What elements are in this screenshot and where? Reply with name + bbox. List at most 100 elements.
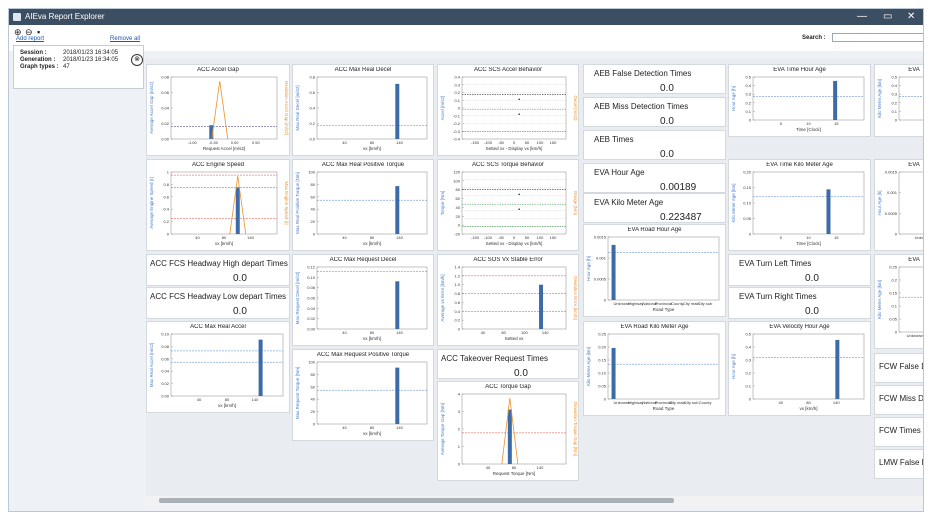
y2-axis-label: Decel [m/s2] bbox=[573, 95, 578, 120]
chart-title: EVA Time Hour Age bbox=[773, 67, 826, 73]
x-tick-label: 140 bbox=[252, 397, 259, 402]
chart-title: ACC Max Real Positive Torque bbox=[321, 162, 405, 168]
x-tick-label: 0 bbox=[513, 140, 516, 145]
chart-svg: 0.10 0.08 0.06 0.04 0.02 0.00 40 80 140 vx [km/h]… bbox=[149, 332, 284, 408]
y-tick-label: 0.8 bbox=[163, 182, 169, 187]
restore-button[interactable]: ▭ bbox=[883, 11, 893, 22]
data-bar bbox=[209, 125, 214, 139]
chart-eva-velocity-hour-age[interactable]: EVA Velocity Hour Age 0.5 0.4 0.3 0.2 0.1 0 40 8… bbox=[728, 321, 871, 416]
x-tick-label: 150 bbox=[550, 235, 557, 240]
y-tick-label: -20 bbox=[454, 232, 461, 237]
y-tick-label: 0 bbox=[458, 462, 461, 467]
chart-eva-time-km-age[interactable]: EVA Time Kilo Meter Age 0.20 0.15 0.10 0.05 0… bbox=[728, 159, 871, 251]
x-tick-label: 0 bbox=[513, 235, 516, 240]
chart-acc-max-real-decel[interactable]: ACC Max Real Decel 0.8 0.6 0.4 0.2 0.0 40 80 140… bbox=[292, 64, 434, 156]
scatter-point bbox=[518, 208, 520, 210]
chart-eva-partial-2[interactable]: EVA 0.0015 0.001 0.0005 0 Unknown Hour Age [h] bbox=[874, 159, 924, 251]
metric-lmw-false[interactable]: LMW False De bbox=[874, 449, 923, 479]
metric-acc-fcs-low[interactable]: ACC FCS Headway Low depart Times 0.0 bbox=[146, 287, 290, 319]
chart-title: EVA Time Kilo Meter Age bbox=[766, 162, 833, 168]
y-tick-label: 0.02 bbox=[161, 121, 170, 126]
horizontal-scrollbar[interactable] bbox=[146, 496, 923, 505]
x-tick-label: 80 bbox=[370, 330, 375, 335]
metric-aeb-times[interactable]: AEB Times 0.0 bbox=[583, 130, 726, 160]
x-tick-label: 40 bbox=[486, 465, 491, 470]
chart-title: EVA Road Hour Age bbox=[627, 227, 682, 233]
chart-eva-road-km-age[interactable]: EVA Road Kilo Meter Age 0.25 0.20 0.15 0.10 0… bbox=[583, 321, 726, 416]
metric-value: 0.0 bbox=[805, 306, 819, 317]
chart-acc-max-request-positive-torque[interactable]: ACC Max Request Positive Torque 100 80 60 40… bbox=[292, 349, 434, 441]
metric-eva-km-age[interactable]: EVA Kilo Meter Age 0.223487 bbox=[583, 193, 726, 223]
y-tick-label: 0.08 bbox=[307, 285, 316, 290]
y-axis-label: Average Accel Gap [m/s2] bbox=[149, 82, 154, 134]
y-axis-label: Average Engine Speed [r] bbox=[149, 177, 154, 228]
metric-aeb-miss-detection[interactable]: AEB Miss Detection Times 0.0 bbox=[583, 97, 726, 127]
minimize-button[interactable]: — bbox=[857, 11, 867, 22]
metric-acc-fcs-high[interactable]: ACC FCS Headway High depart Times 0.0 bbox=[146, 254, 290, 286]
generation-value: 2018/01/23 16:34:05 bbox=[63, 57, 119, 63]
y-tick-label: 20 bbox=[456, 214, 461, 219]
y-tick-label: 0.12 bbox=[307, 265, 316, 270]
x-tick-label: 100 bbox=[521, 330, 528, 335]
zoom-out-icon[interactable]: ⊖ bbox=[25, 27, 33, 37]
zoom-in-icon[interactable]: ⊕ bbox=[14, 27, 22, 37]
chart-acc-engine-speed[interactable]: ACC Engine Speed 1 0.8 0.6 0.4 0.2 0 40 80 140 vx … bbox=[146, 159, 290, 251]
chart-svg: 100 80 60 40 20 0 40 80 140 vx [km/h] Max Request … bbox=[295, 360, 428, 436]
data-bar bbox=[539, 284, 544, 329]
y-tick-label: 40 bbox=[311, 397, 316, 402]
metric-eva-turn-left[interactable]: EVA Turn Left Times 0.0 bbox=[728, 254, 871, 286]
y-tick-label: 0 bbox=[167, 232, 170, 237]
search-input[interactable] bbox=[832, 33, 923, 42]
y-tick-label: 0.2 bbox=[454, 318, 460, 323]
y-tick-label: 0.2 bbox=[745, 100, 751, 105]
chart-acc-torque-gap[interactable]: ACC Torque Gap 4 3 2 1 0 40 80 140 Request Torque… bbox=[437, 381, 579, 481]
session-panel[interactable]: Session : 2018/01/23 16:34:05 Generation … bbox=[13, 45, 144, 89]
y-axis-label: Max Real Accel [m/s2] bbox=[149, 343, 154, 388]
graph-types-label: Graph types : bbox=[20, 64, 59, 70]
chart-acc-max-real-accel[interactable]: ACC Max Real Accel 0.10 0.08 0.06 0.04 0.02 0.… bbox=[146, 321, 290, 413]
y-tick-label: 0 bbox=[749, 118, 752, 123]
x-tick-label: 150 bbox=[550, 140, 557, 145]
y-tick-label: 0.06 bbox=[161, 90, 170, 95]
chart-title: EVA Velocity Hour Age bbox=[769, 324, 830, 330]
metric-aeb-false-detection[interactable]: AEB False Detection Times 0.0 bbox=[583, 64, 726, 94]
metric-label: AEB Times bbox=[594, 135, 634, 144]
metric-value: 0.0 bbox=[233, 273, 247, 284]
close-button[interactable]: ✕ bbox=[907, 11, 916, 22]
y-tick-label: 0.04 bbox=[161, 106, 170, 111]
app-window: AIEva Report Explorer — ▭ ✕ ⊕ ⊖ ▪ Add re… bbox=[8, 8, 924, 512]
chart-eva-partial-1[interactable]: EVA 0.5 0.4 0.3 0.2 0.1 0 Kilo Meter Age [km] bbox=[874, 64, 923, 137]
scrollbar-thumb[interactable] bbox=[159, 498, 674, 503]
x-tick-label: -0.50 bbox=[209, 140, 219, 145]
plot-area bbox=[752, 333, 865, 400]
y-tick-label: 0 bbox=[895, 330, 898, 335]
chart-acc-scs-torque-behavior[interactable]: ACC SCS Torque Behavior 120 100 80 60 40 20 0 -2… bbox=[437, 159, 579, 251]
metric-fcw-times[interactable]: FCW Times bbox=[874, 417, 923, 447]
metric-fcw-false[interactable]: FCW False Dete bbox=[874, 353, 923, 383]
scatter-point bbox=[518, 98, 520, 101]
chart-eva-road-hour-age[interactable]: EVA Road Hour Age 0.0015 0.001 0.0005 0 Unkno… bbox=[583, 224, 726, 317]
x-tick-label: Unknown bbox=[915, 235, 924, 240]
metric-eva-turn-right[interactable]: EVA Turn Right Times 0.0 bbox=[728, 287, 871, 319]
chart-eva-time-hour-age[interactable]: EVA Time Hour Age 0.5 0.4 0.3 0.2 0.1 0 5 10 15 Ti… bbox=[728, 64, 871, 137]
add-report-link[interactable]: Add report bbox=[16, 36, 45, 42]
chart-acc-scs-accel-behavior[interactable]: ACC SCS Accel Behavior 0.4 0.3 0.2 0.1 0 -0.1 -… bbox=[437, 64, 579, 156]
save-icon[interactable]: ▪ bbox=[37, 27, 41, 37]
y-tick-label: 40 bbox=[311, 207, 316, 212]
open-session-icon[interactable]: ⊗ bbox=[131, 54, 143, 66]
x-tick-label: 140 bbox=[542, 330, 549, 335]
metric-acc-takeover[interactable]: ACC Takeover Request Times 0.0 bbox=[437, 349, 579, 379]
chart-acc-accel-gap[interactable]: ACC Accel Gap 0.08 0.06 0.04 0.02 0.00 -1.00 -0… bbox=[146, 64, 290, 156]
metric-fcw-miss[interactable]: FCW Miss Dete bbox=[874, 385, 923, 415]
plot-area bbox=[898, 171, 923, 235]
chart-acc-sos-vx-stable-error[interactable]: ACC SOS Vx Stable Error 1.4 1.2 1.0 0.8 0.6 0.… bbox=[437, 254, 579, 346]
metric-value: 0.0 bbox=[805, 273, 819, 284]
metric-eva-hour-age[interactable]: EVA Hour Age 0.00189 bbox=[583, 163, 726, 193]
remove-all-link[interactable]: Remove all bbox=[110, 36, 141, 42]
chart-acc-max-request-decel[interactable]: ACC Max Request Decel 0.12 0.10 0.08 0.06 0.0… bbox=[292, 254, 434, 346]
y-tick-label: 0.10 bbox=[307, 275, 316, 280]
chart-acc-max-real-positive-torque[interactable]: ACC Max Real Positive Torque 100 80 60 40 20 0… bbox=[292, 159, 434, 251]
x-axis-label: Time [Clock] bbox=[796, 127, 821, 132]
